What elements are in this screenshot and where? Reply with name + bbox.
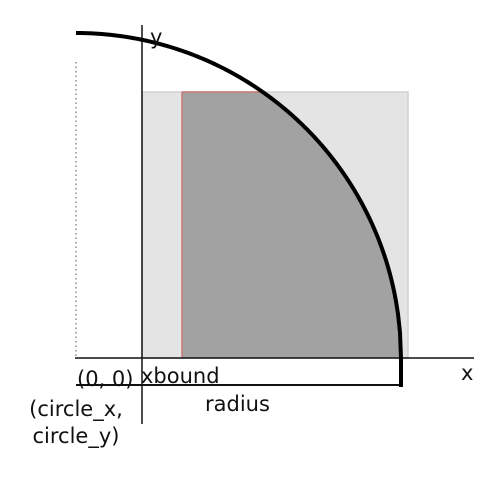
origin-label: (0, 0) <box>77 367 133 391</box>
x-axis-label: x <box>461 361 473 385</box>
y-axis-label: y <box>150 25 162 49</box>
circle-arc <box>75 31 403 359</box>
shaded-area-region <box>182 92 401 358</box>
center-label-line1: (circle_x, <box>29 397 123 422</box>
xbound-label: xbound <box>141 364 220 388</box>
center-label-line2: circle_y) <box>33 424 120 449</box>
radius-label: radius <box>205 392 270 416</box>
